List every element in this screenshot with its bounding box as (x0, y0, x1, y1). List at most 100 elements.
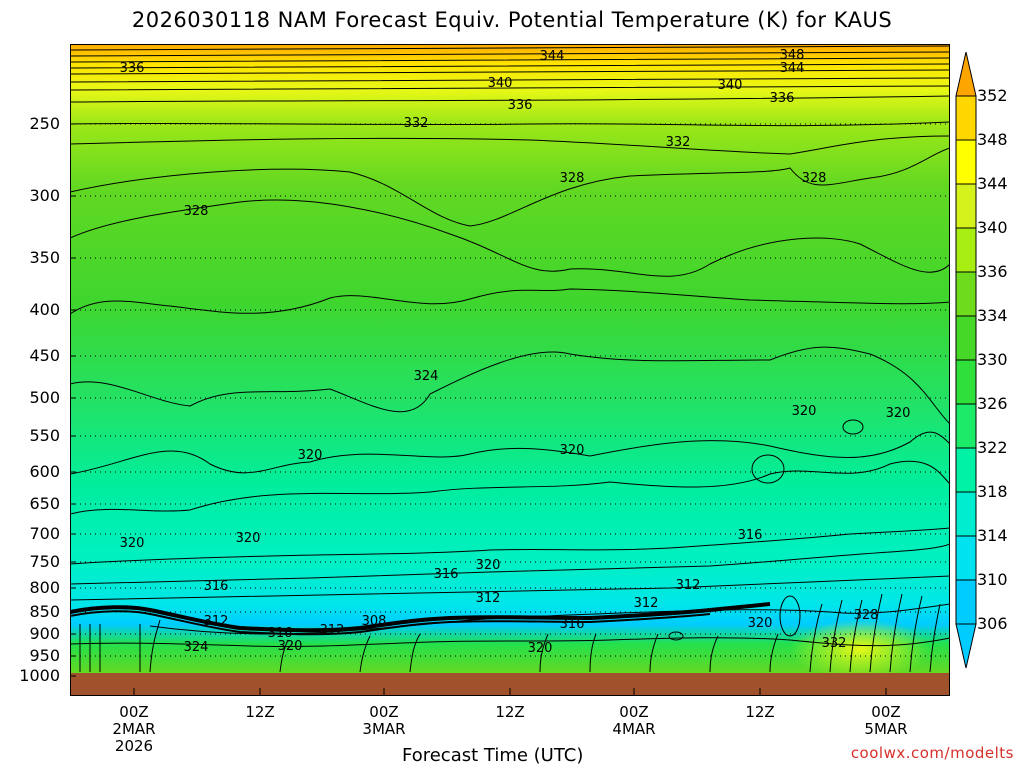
colorbar-segment (955, 359, 977, 405)
contour-label: 320 (236, 531, 261, 546)
y-tick-label: 1000 (19, 666, 60, 685)
contour-label: 344 (540, 49, 565, 64)
contour-label: 332 (822, 636, 847, 651)
y-tick-label: 350 (29, 248, 60, 267)
colorbar-segment (955, 227, 977, 273)
x-tick-label: 00Z 2MAR 2026 (112, 703, 156, 755)
contour-label: 312 (634, 596, 659, 611)
y-tick-label: 300 (29, 186, 60, 205)
y-tick-label: 750 (29, 552, 60, 571)
contour-label: 320 (298, 448, 323, 463)
colorbar-label: 314 (977, 526, 1008, 545)
contour-label: 320 (792, 404, 817, 419)
contour-label: 320 (476, 558, 501, 573)
warm-region (790, 619, 930, 679)
contour-lines (70, 45, 950, 648)
contour-label: 324 (414, 369, 439, 384)
x-tick-label: 00Z 5MAR (864, 703, 908, 738)
colorbar-segment (955, 535, 977, 581)
colorbar-label: 310 (977, 570, 1008, 589)
colorbar-label: 336 (977, 262, 1008, 281)
y-tick-label: 850 (29, 602, 60, 621)
x-tick-label: 12Z (745, 703, 775, 721)
contour-label: 336 (508, 98, 533, 113)
contour-label: 320 (278, 639, 303, 654)
colorbar (955, 52, 977, 669)
colorbar-label: 344 (977, 174, 1008, 193)
contour-label-layer: 344 348 344 336 340 340 336 336 332 332 … (120, 48, 911, 656)
y-tick-label: 650 (29, 494, 60, 513)
colorbar-label: 330 (977, 350, 1008, 369)
y-tick-label: 800 (29, 578, 60, 597)
x-tick-label: 00Z 4MAR (612, 703, 656, 738)
colorbar-label: 348 (977, 130, 1008, 149)
x-tick-label: 12Z (495, 703, 525, 721)
colorbar-segments (955, 95, 977, 625)
contour-label: 316 (560, 617, 585, 632)
y-tick-label: 600 (29, 462, 60, 481)
contour-label: 320 (120, 536, 145, 551)
contour-label: 312 (204, 614, 229, 629)
contour-label: 320 (886, 406, 911, 421)
contour-label: 332 (666, 135, 691, 150)
y-tick-label: 700 (29, 524, 60, 543)
colorbar-label: 318 (977, 482, 1008, 501)
contour-label: 308 (362, 614, 387, 629)
below-ground-mask (70, 673, 950, 696)
x-tick-label: 12Z (245, 703, 275, 721)
colorbar-label: 322 (977, 438, 1008, 457)
colorbar-segment (955, 491, 977, 537)
contour-label: 316 (268, 626, 293, 641)
contour-label: 336 (770, 91, 795, 106)
contour-label: 332 (404, 116, 429, 131)
colorbar-segment (955, 403, 977, 449)
contour-label: 328 (802, 171, 827, 186)
contour-label: 340 (488, 76, 513, 91)
x-tick-label: 00Z 3MAR (362, 703, 406, 738)
x-axis-title: Forecast Time (UTC) (402, 745, 584, 766)
colorbar-bottom-arrow (955, 623, 977, 669)
colorbar-label: 352 (977, 86, 1008, 105)
colorbar-top-arrow (955, 52, 977, 97)
colorbar-segment (955, 95, 977, 141)
surface-contours (79, 419, 941, 673)
colorbar-label: 306 (977, 614, 1008, 633)
y-tick-label: 250 (29, 114, 60, 133)
contour-label: 328 (854, 608, 879, 623)
gridlines (70, 123, 950, 657)
contour-label: 328 (184, 204, 209, 219)
colorbar-label: 334 (977, 306, 1008, 325)
field-background (70, 44, 950, 696)
contour-label: 316 (204, 579, 229, 594)
contour-label: 320 (528, 641, 553, 656)
contour-label: 312 (476, 591, 501, 606)
y-tick-label: 400 (29, 300, 60, 319)
contour-label: 320 (748, 616, 773, 631)
plot-area: 344 348 344 336 340 340 336 336 332 332 … (70, 44, 950, 696)
y-tick-label: 950 (29, 646, 60, 665)
colorbar-segment (955, 271, 977, 317)
dense-contour-band (70, 602, 771, 636)
y-tick-label: 500 (29, 388, 60, 407)
colorbar-label: 340 (977, 218, 1008, 237)
y-tick-label: 550 (29, 426, 60, 445)
y-tick-label: 900 (29, 624, 60, 643)
contour-label: 348 (780, 48, 805, 63)
colorbar-segment (955, 579, 977, 625)
contour-label: 320 (560, 443, 585, 458)
contour-label: 336 (120, 61, 145, 76)
y-tick-label: 450 (29, 346, 60, 365)
contour-label: 328 (560, 171, 585, 186)
chart-title: 2026030118 NAM Forecast Equiv. Potential… (131, 8, 893, 32)
contour-label: 340 (718, 78, 743, 93)
colorbar-segment (955, 315, 977, 361)
plot-frame (70, 44, 950, 696)
colorbar-segment (955, 139, 977, 185)
colorbar-segment (955, 183, 977, 229)
colorbar-label: 326 (977, 394, 1008, 413)
site-credit: coolwx.com/modelts (850, 744, 1014, 762)
contour-label: 312 (676, 578, 701, 593)
colorbar-segment (955, 447, 977, 493)
contour-label: 316 (434, 567, 459, 582)
contour-label: 344 (780, 61, 805, 76)
